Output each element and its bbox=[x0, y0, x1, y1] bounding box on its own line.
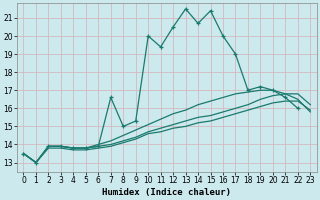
X-axis label: Humidex (Indice chaleur): Humidex (Indice chaleur) bbox=[102, 188, 231, 197]
